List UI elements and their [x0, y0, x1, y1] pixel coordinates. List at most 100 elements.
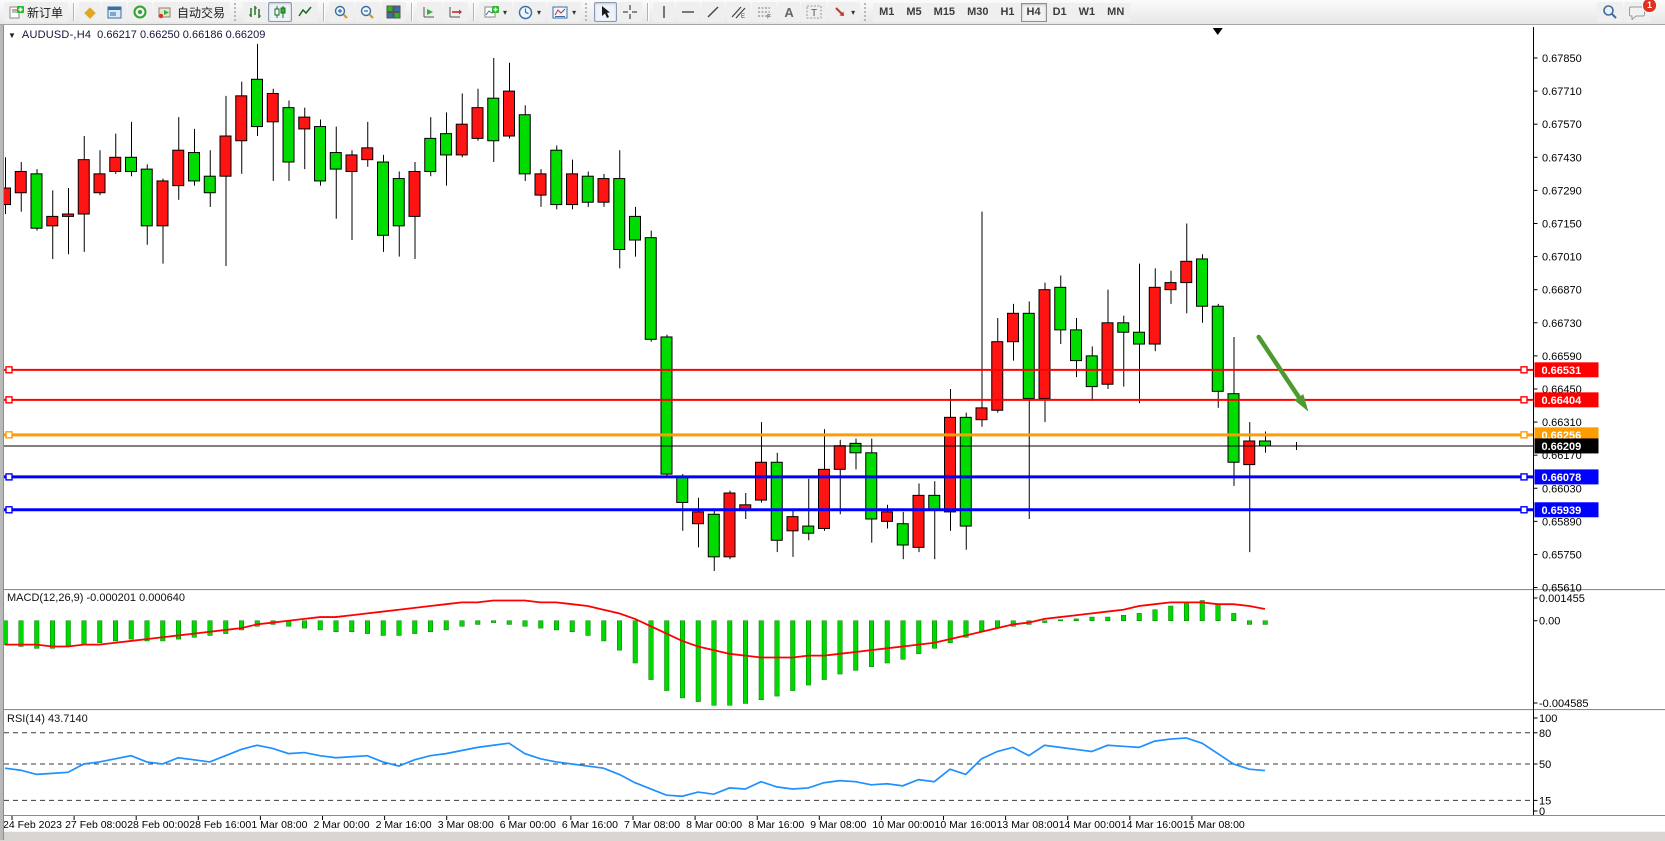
cursor-tool-button[interactable]	[594, 2, 618, 22]
candlestick	[219, 135, 232, 177]
line-handle[interactable]	[1520, 366, 1528, 374]
time-axis-label: 27 Feb 08:00	[65, 819, 127, 831]
candlestick	[613, 178, 626, 250]
fibonacci-tool[interactable]: F	[752, 2, 778, 22]
line-handle[interactable]	[1520, 473, 1528, 481]
timeframe-M5[interactable]: M5	[900, 2, 928, 22]
price-tick-label: 0.66310	[1542, 417, 1582, 429]
line-handle[interactable]	[1520, 396, 1528, 404]
chevron-down-icon: ▾	[537, 7, 542, 17]
auto-scroll-icon	[423, 7, 435, 18]
trend-arrow-head[interactable]	[1294, 394, 1309, 412]
text-label-tool[interactable]: T	[801, 2, 828, 22]
time-axis-label: 14 Mar 16:00	[1121, 819, 1183, 831]
macd-histogram-bar	[932, 620, 937, 649]
macd-histogram-bar	[680, 620, 685, 699]
label-icon: T	[806, 5, 822, 19]
candlestick	[1148, 286, 1161, 345]
trend-arrow[interactable]	[1256, 334, 1306, 406]
auto-scroll-button[interactable]	[417, 2, 443, 22]
zoom-in-button[interactable]	[329, 2, 355, 22]
candlestick	[1211, 305, 1224, 392]
macd-histogram-bar	[239, 620, 244, 631]
price-line-badge	[1534, 438, 1599, 454]
line-handle[interactable]	[5, 396, 13, 404]
candlestick	[1054, 286, 1067, 331]
chat-button-wrap: 1	[1624, 0, 1657, 22]
line-handle[interactable]	[5, 506, 13, 514]
candlestick-chart-button[interactable]	[268, 2, 293, 22]
templates-dropdown[interactable]: ▾	[547, 2, 582, 22]
macd-histogram-bar	[1058, 619, 1063, 622]
arrows-dropdown[interactable]: ▾	[828, 2, 861, 22]
chart-shift-button[interactable]	[443, 2, 469, 22]
line-handle[interactable]	[5, 366, 13, 374]
macd-histogram-bar	[963, 620, 969, 638]
text-tool[interactable]: A	[778, 2, 801, 22]
tile-windows-button[interactable]	[381, 2, 407, 22]
candlestick	[881, 511, 893, 522]
candlestick	[1085, 355, 1098, 388]
timeframe-H4[interactable]: H4	[1020, 2, 1047, 22]
timeframe-H1[interactable]: H1	[994, 2, 1021, 22]
equidistant-channel-tool[interactable]: E	[726, 2, 752, 22]
timeframe-M1[interactable]: M1	[873, 2, 901, 22]
rsi-indicator-name: RSI(14)	[7, 713, 45, 725]
macd-histogram-bar	[1152, 609, 1158, 621]
timeframe-M15[interactable]: M15	[927, 2, 962, 22]
line-handle[interactable]	[1520, 506, 1528, 514]
chart-caption: ▼ AUDUSD-,H4 0.66217 0.66250 0.66186 0.6…	[8, 28, 265, 42]
timeframe-W1[interactable]: W1	[1072, 2, 1102, 22]
chart-shift-marker[interactable]	[1212, 28, 1223, 35]
new-order-button[interactable]: 新订单	[4, 2, 69, 22]
time-axis-label: 2 Mar 16:00	[376, 819, 432, 831]
line-chart-button[interactable]	[293, 2, 319, 22]
price-tick-label: 0.67710	[1542, 86, 1582, 98]
timeframe-M30[interactable]: M30	[961, 2, 995, 22]
macd-histogram-bar	[475, 620, 481, 625]
macd-pane-label: MACD(12,26,9) -0.000201 0.000640	[7, 592, 185, 604]
toolbar-separator	[323, 3, 325, 21]
macd-histogram-bar	[1042, 620, 1048, 623]
rsi-tick-label: 100	[1539, 713, 1557, 725]
line-handle[interactable]	[1520, 431, 1528, 439]
candlestick	[266, 92, 279, 123]
autotrading-button[interactable]: 自动交易	[153, 2, 231, 22]
search-button[interactable]	[1597, 2, 1623, 22]
main-toolbar: 新订单 ◆ 自动交易	[0, 0, 1665, 25]
timeframe-D1[interactable]: D1	[1046, 2, 1073, 22]
macd-histogram-bar	[806, 620, 811, 686]
horizontal-line-tool[interactable]	[676, 2, 701, 22]
metaeditor-button[interactable]: ◆	[79, 2, 102, 22]
current-price-badge-label: 0.66209	[1542, 441, 1582, 453]
macd-histogram-bar	[144, 620, 150, 642]
trendline-tool[interactable]	[701, 2, 726, 22]
svg-text:F: F	[767, 14, 771, 20]
timeframe-MN[interactable]: MN	[1101, 2, 1131, 22]
price-tick-label: 0.66590	[1542, 351, 1582, 363]
candlestick	[455, 123, 468, 156]
candlestick	[975, 407, 988, 421]
periods-dropdown[interactable]: ▾	[513, 2, 547, 22]
macd-histogram-bar	[160, 620, 166, 642]
line-handle[interactable]	[5, 431, 13, 439]
chart-window[interactable]	[0, 25, 1665, 840]
candlestick	[802, 525, 815, 534]
zoom-out-button[interactable]	[355, 2, 381, 22]
line-chart-icon	[298, 6, 312, 17]
new-chart-dropdown[interactable]: ▾	[479, 2, 513, 22]
price-tick-label: 0.66870	[1542, 285, 1582, 297]
signals-button[interactable]	[128, 2, 153, 22]
line-handle[interactable]	[5, 473, 13, 481]
candlestick	[408, 170, 421, 217]
vertical-line-tool[interactable]	[653, 2, 676, 22]
crosshair-tool-button[interactable]	[618, 2, 643, 22]
macd-indicator-name: MACD(12,26,9)	[7, 592, 84, 604]
terminal-button[interactable]	[102, 2, 128, 22]
bar-chart-button[interactable]	[243, 2, 268, 22]
candlestick	[1259, 440, 1271, 447]
horizontal-scrollbar[interactable]	[0, 831, 1665, 841]
macd-histogram-bar	[774, 620, 780, 697]
candlestick	[770, 461, 783, 541]
